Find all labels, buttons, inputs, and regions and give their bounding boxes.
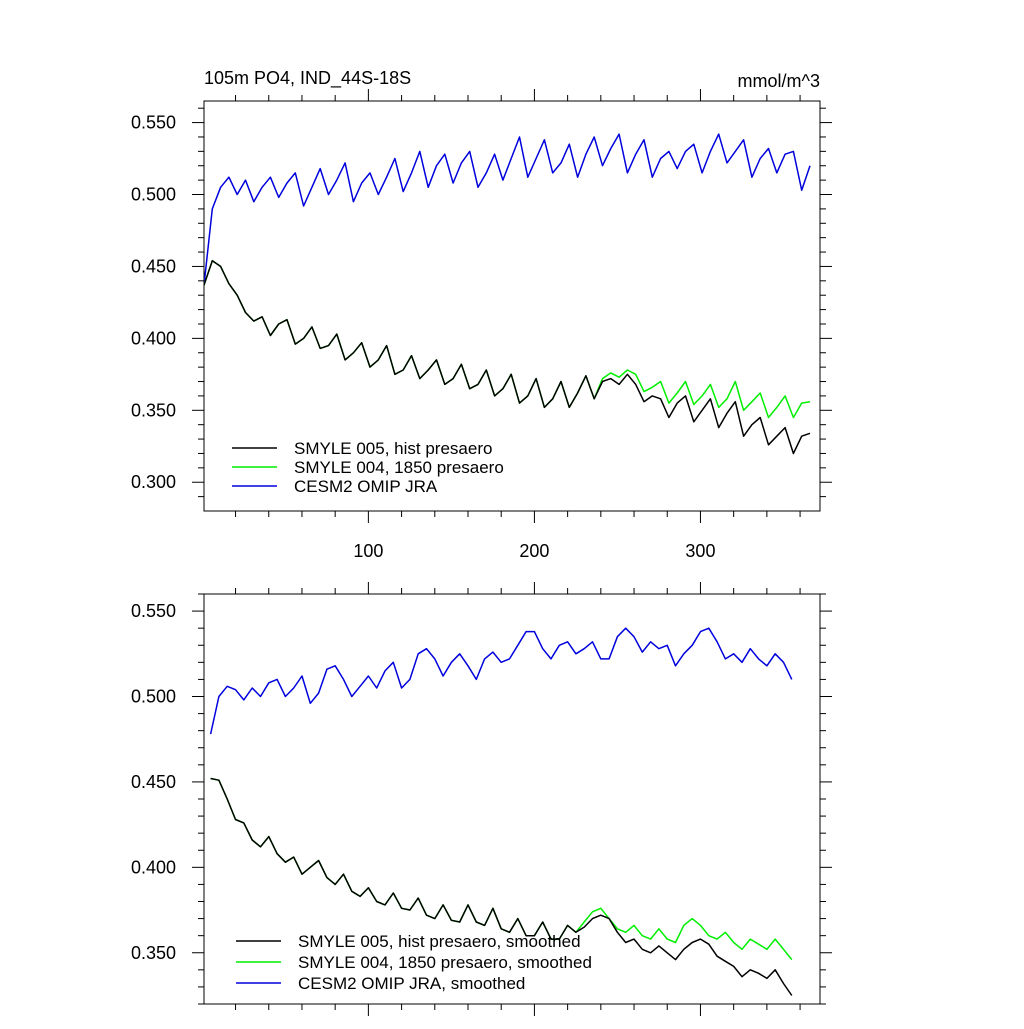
series-line-0 (210, 777, 793, 996)
y-tick-label: 0.400 (131, 857, 176, 877)
y-tick-label: 0.500 (131, 185, 176, 205)
y-tick-label: 0.300 (131, 472, 176, 492)
series-line-2 (204, 133, 811, 286)
series-line-2 (209, 627, 793, 735)
y-tick-label: 0.350 (131, 400, 176, 420)
y-tick-label: 0.500 (131, 687, 176, 707)
y-tick-label: 0.450 (131, 256, 176, 276)
legend-label: SMYLE 004, 1850 presaero (294, 458, 504, 477)
chart-title: 105m PO4, IND_44S-18S (204, 68, 411, 89)
legend-label: SMYLE 005, hist presaero (294, 439, 492, 458)
y-tick-label: 0.350 (131, 943, 176, 963)
series-line-0 (204, 259, 811, 455)
x-tick-label: 300 (685, 541, 715, 561)
legend-label: SMYLE 004, 1850 presaero, smoothed (298, 953, 592, 972)
legend-label: CESM2 OMIP JRA, smoothed (298, 974, 525, 993)
y-tick-label: 0.400 (131, 328, 176, 348)
x-tick-label: 100 (353, 541, 383, 561)
legend-label: CESM2 OMIP JRA (294, 477, 438, 496)
legend-label: SMYLE 005, hist presaero, smoothed (298, 932, 581, 951)
bottom-panel: 0.350 0.400 0.450 0.500 0.550 SMYLE 005, hist… (131, 582, 832, 1016)
y-tick-label: 0.450 (131, 772, 176, 792)
plot-frame (203, 100, 821, 512)
x-tick-label: 200 (519, 541, 549, 561)
y-tick-label: 0.550 (131, 601, 176, 621)
units-label: mmol/m^3 (738, 71, 820, 91)
y-tick-label: 0.550 (131, 113, 176, 133)
top-panel: 0.300 0.350 0.400 0.450 0.500 0.550 100 200 300 S… (131, 89, 832, 561)
